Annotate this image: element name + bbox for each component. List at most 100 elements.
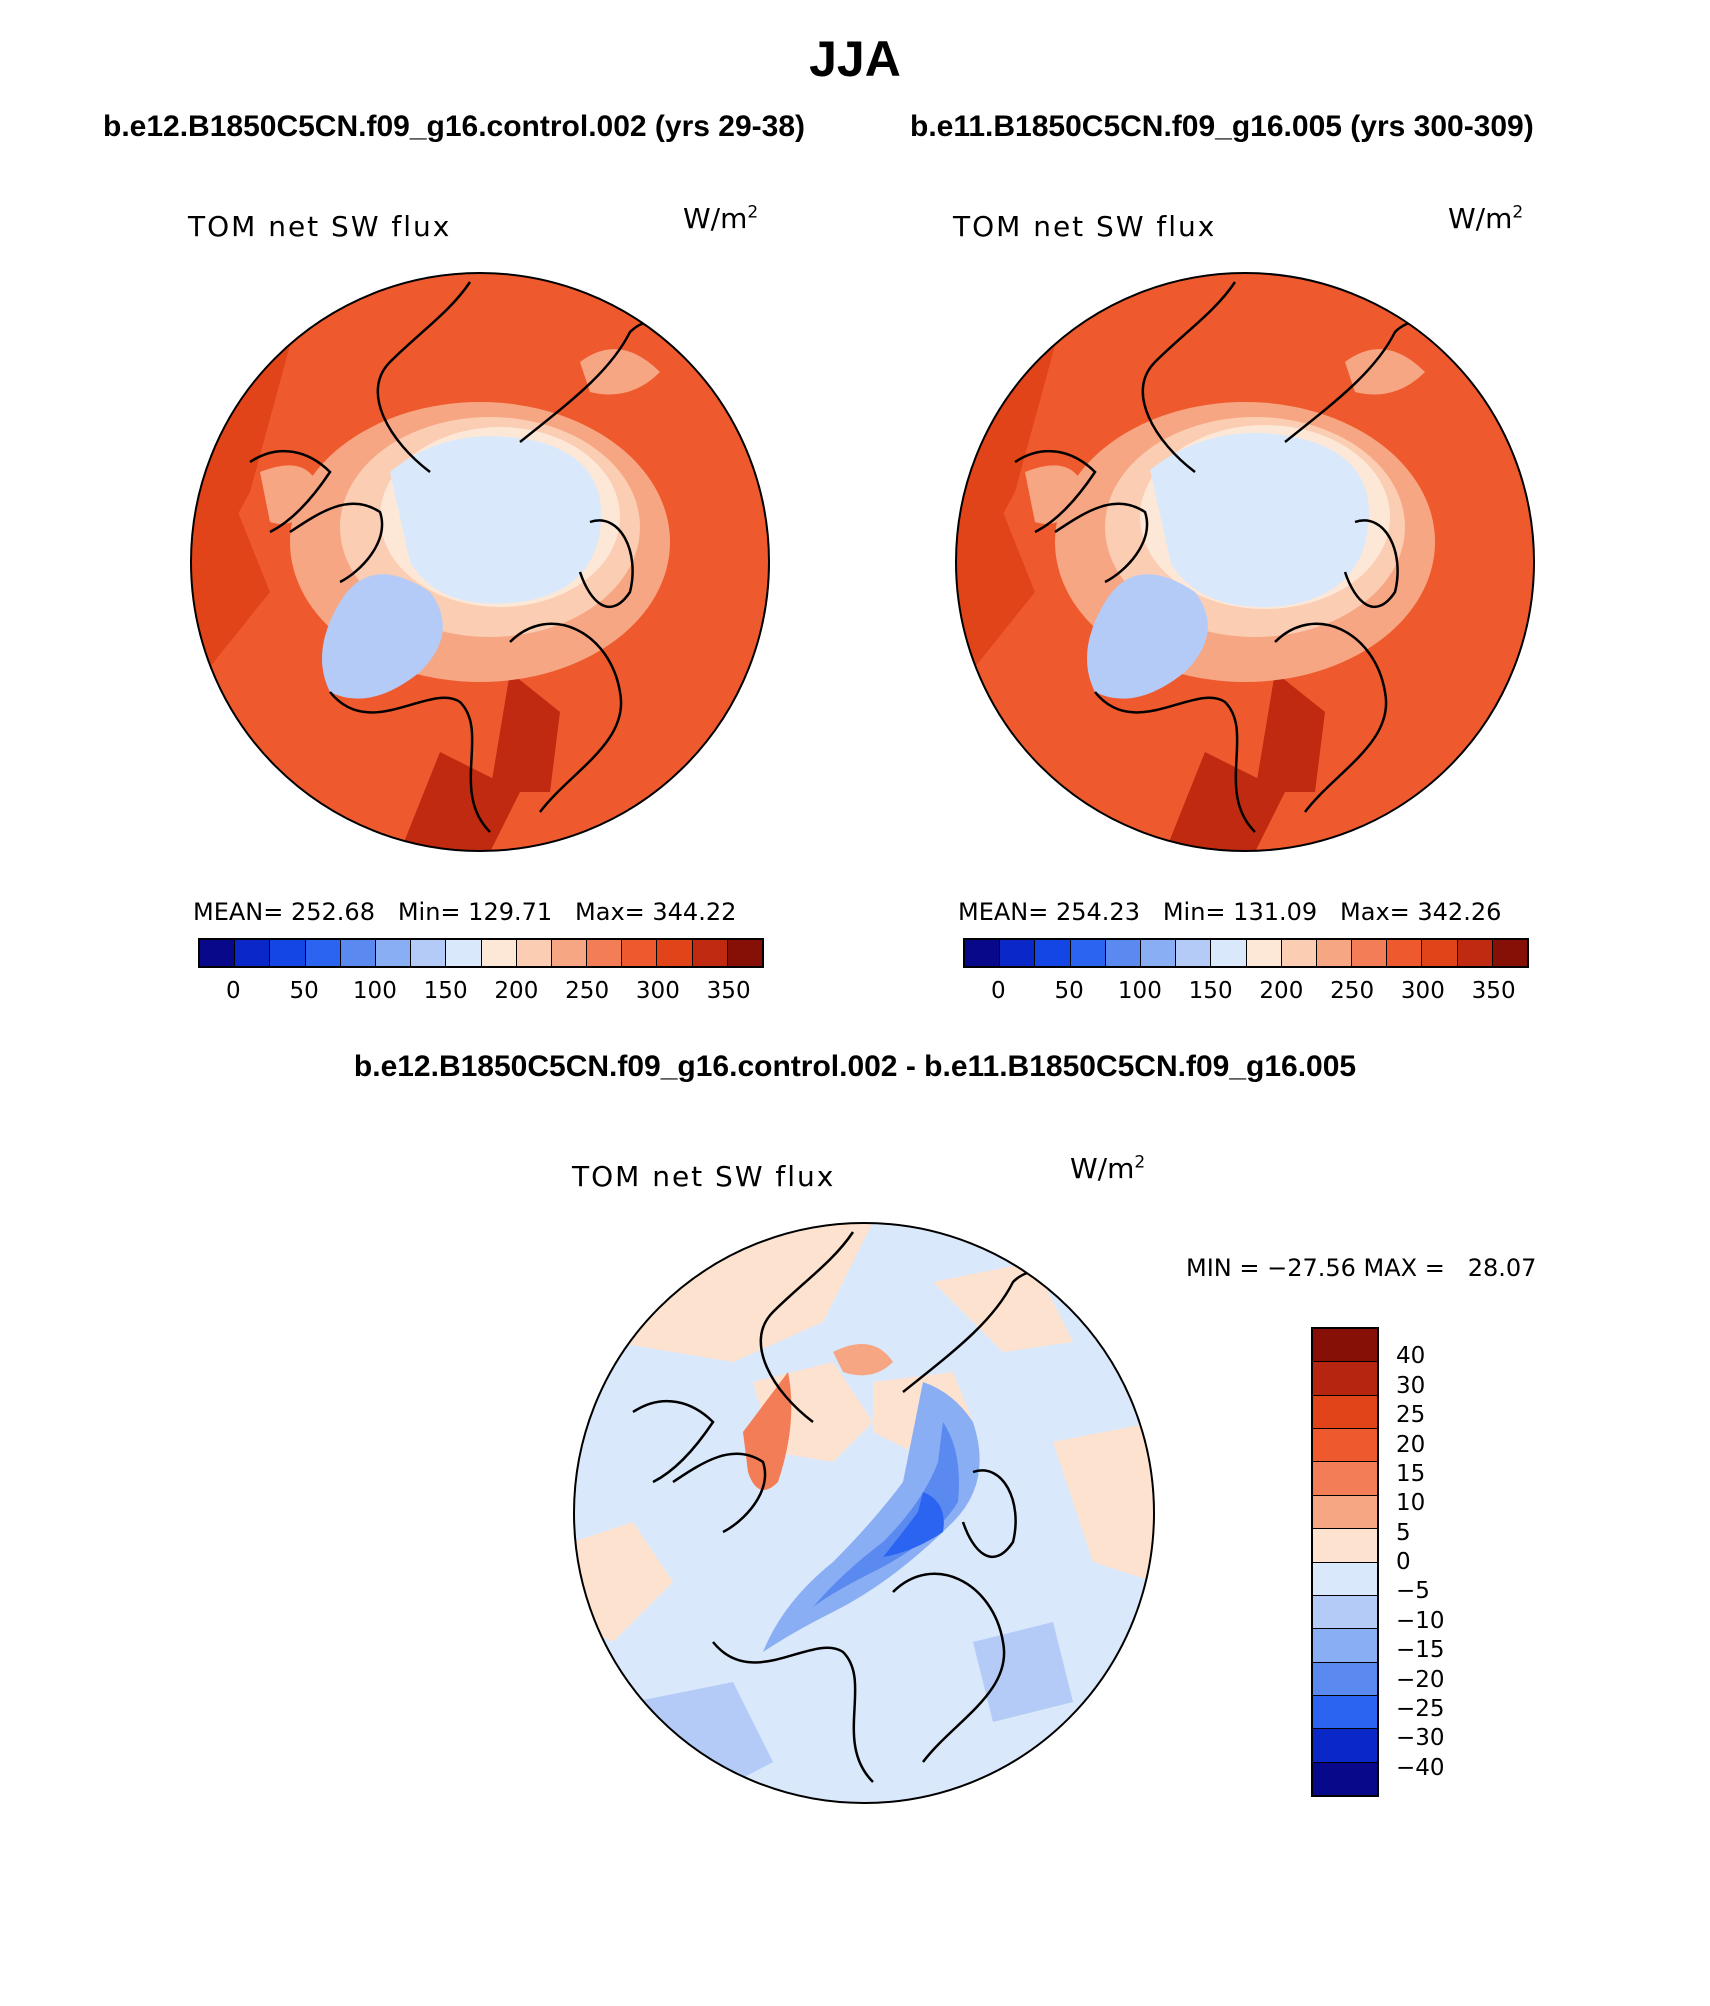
colorbar-swatch xyxy=(481,940,517,966)
colorbar-tick-label: 300 xyxy=(1400,978,1445,1004)
difference-polar-map xyxy=(573,1222,1155,1804)
difference-stats: MIN = −27.56 MAX = 28.07 xyxy=(1186,1254,1537,1282)
colorbar-swatch xyxy=(200,940,236,966)
colorbar-swatch xyxy=(516,940,552,966)
colorbar-tick-label: 25 xyxy=(1396,1402,1426,1429)
panel-2-greenland xyxy=(1087,574,1208,699)
colorbar-swatch xyxy=(1313,1495,1377,1530)
colorbar-swatch xyxy=(1313,1695,1377,1730)
colorbar-tick-label: 0 xyxy=(991,978,1006,1004)
colorbar-swatch xyxy=(1352,940,1388,966)
colorbar-swatch xyxy=(1313,1429,1377,1463)
colorbar-swatch xyxy=(1281,940,1317,966)
colorbar-swatch xyxy=(1211,940,1247,966)
colorbar-swatch xyxy=(551,940,588,966)
colorbar-swatch xyxy=(1000,940,1036,966)
panel-1-polar-map xyxy=(190,272,770,852)
colorbar-swatch xyxy=(305,940,341,966)
colorbar-tick-label: 20 xyxy=(1396,1431,1426,1458)
colorbar-tick-label: −15 xyxy=(1396,1637,1445,1664)
colorbar-swatch xyxy=(270,940,306,966)
panel-1-greenland xyxy=(322,574,443,699)
difference-colorbar xyxy=(1311,1327,1379,1797)
colorbar-tick-label: 40 xyxy=(1396,1343,1426,1370)
difference-colorbar-ticks: 40 30 25 20 15 10 5 0 −5 −10 −15 −20 −25 −30 −40 xyxy=(1396,1327,1466,1797)
panel-2-colorbar xyxy=(963,938,1529,968)
difference-coastlines xyxy=(632,1231,1075,1783)
colorbar-tick-label: 50 xyxy=(1054,978,1084,1004)
colorbar-swatch xyxy=(657,940,693,966)
difference-title: b.e12.B1850C5CN.f09_g16.control.002 - b.… xyxy=(353,1050,1357,1083)
diff-variable-label: TOM net SW flux xyxy=(572,1160,836,1193)
panel-2-variable-label: TOM net SW flux xyxy=(953,210,1217,243)
colorbar-swatch xyxy=(235,940,271,966)
colorbar-tick-label: 100 xyxy=(1117,978,1162,1004)
colorbar-swatch xyxy=(1492,940,1527,966)
colorbar-swatch xyxy=(1313,1629,1377,1663)
panel-2-sea-ice xyxy=(1150,433,1369,608)
colorbar-tick-label: 150 xyxy=(423,978,468,1004)
colorbar-swatch xyxy=(965,940,1001,966)
panel-1-units: W/m2 xyxy=(683,202,759,235)
colorbar-tick-label: −30 xyxy=(1396,1725,1445,1752)
colorbar-swatch xyxy=(1457,940,1493,966)
colorbar-swatch xyxy=(727,940,762,966)
colorbar-tick-label: 350 xyxy=(1471,978,1516,1004)
colorbar-swatch xyxy=(1313,1595,1377,1630)
colorbar-tick-label: 300 xyxy=(635,978,680,1004)
colorbar-swatch xyxy=(411,940,447,966)
panel-1-coastlines xyxy=(249,281,692,833)
colorbar-swatch xyxy=(587,940,623,966)
colorbar-swatch xyxy=(1140,940,1177,966)
colorbar-swatch xyxy=(1313,1762,1377,1796)
colorbar-tick-label: −20 xyxy=(1396,1666,1445,1693)
colorbar-swatch xyxy=(375,940,412,966)
colorbar-tick-label: 0 xyxy=(226,978,241,1004)
colorbar-tick-label: 50 xyxy=(289,978,319,1004)
colorbar-tick-label: 15 xyxy=(1396,1460,1426,1487)
colorbar-swatch xyxy=(1313,1462,1377,1496)
colorbar-tick-label: 100 xyxy=(352,978,397,1004)
colorbar-tick-label: −25 xyxy=(1396,1695,1445,1722)
colorbar-tick-label: −5 xyxy=(1396,1578,1430,1605)
colorbar-tick-label: 250 xyxy=(1330,978,1375,1004)
colorbar-swatch xyxy=(1313,1729,1377,1763)
colorbar-swatch xyxy=(1422,940,1458,966)
colorbar-swatch xyxy=(1070,940,1106,966)
colorbar-tick-label: 0 xyxy=(1396,1549,1411,1575)
colorbar-tick-label: 30 xyxy=(1396,1372,1426,1399)
panel-1-stats: MEAN= 252.68 Min= 129.71 Max= 344.22 xyxy=(193,898,737,926)
colorbar-swatch xyxy=(1313,1362,1377,1396)
colorbar-swatch xyxy=(1313,1329,1377,1363)
colorbar-tick-label: 5 xyxy=(1396,1519,1411,1546)
panel-1-colorbar-ticks: 0 50 100 150 200 250 300 350 xyxy=(198,978,764,1008)
colorbar-swatch xyxy=(1313,1529,1377,1563)
colorbar-tick-label: 10 xyxy=(1396,1490,1426,1517)
panel-2-stats: MEAN= 254.23 Min= 131.09 Max= 342.26 xyxy=(958,898,1502,926)
colorbar-swatch xyxy=(692,940,728,966)
colorbar-swatch xyxy=(1105,940,1141,966)
panel-2-units: W/m2 xyxy=(1448,202,1524,235)
colorbar-tick-label: 350 xyxy=(706,978,751,1004)
colorbar-swatch xyxy=(1246,940,1282,966)
colorbar-swatch xyxy=(1313,1662,1377,1696)
colorbar-swatch xyxy=(340,940,376,966)
panel-1-case-title: b.e12.B1850C5CN.f09_g16.control.002 (yrs… xyxy=(103,110,806,143)
colorbar-tick-label: −10 xyxy=(1396,1607,1445,1634)
panel-1-variable-label: TOM net SW flux xyxy=(188,210,452,243)
difference-negative-anomaly xyxy=(763,1382,980,1652)
colorbar-tick-label: 250 xyxy=(565,978,610,1004)
colorbar-swatch xyxy=(1313,1562,1377,1596)
colorbar-tick-label: 200 xyxy=(494,978,539,1004)
colorbar-swatch xyxy=(1387,940,1423,966)
panel-1-sea-ice xyxy=(390,436,602,604)
panel-2-colorbar-ticks: 0 50 100 150 200 250 300 350 xyxy=(963,978,1529,1008)
panel-2-case-title: b.e11.B1850C5CN.f09_g16.005 (yrs 300-309… xyxy=(910,110,1534,143)
colorbar-tick-label: 150 xyxy=(1188,978,1233,1004)
diff-units: W/m2 xyxy=(1070,1152,1146,1185)
panel-2-polar-map xyxy=(955,272,1535,852)
difference-positive-anomaly xyxy=(743,1372,792,1490)
colorbar-swatch xyxy=(1316,940,1353,966)
panel-2-coastlines xyxy=(1014,281,1457,833)
colorbar-swatch xyxy=(1035,940,1071,966)
